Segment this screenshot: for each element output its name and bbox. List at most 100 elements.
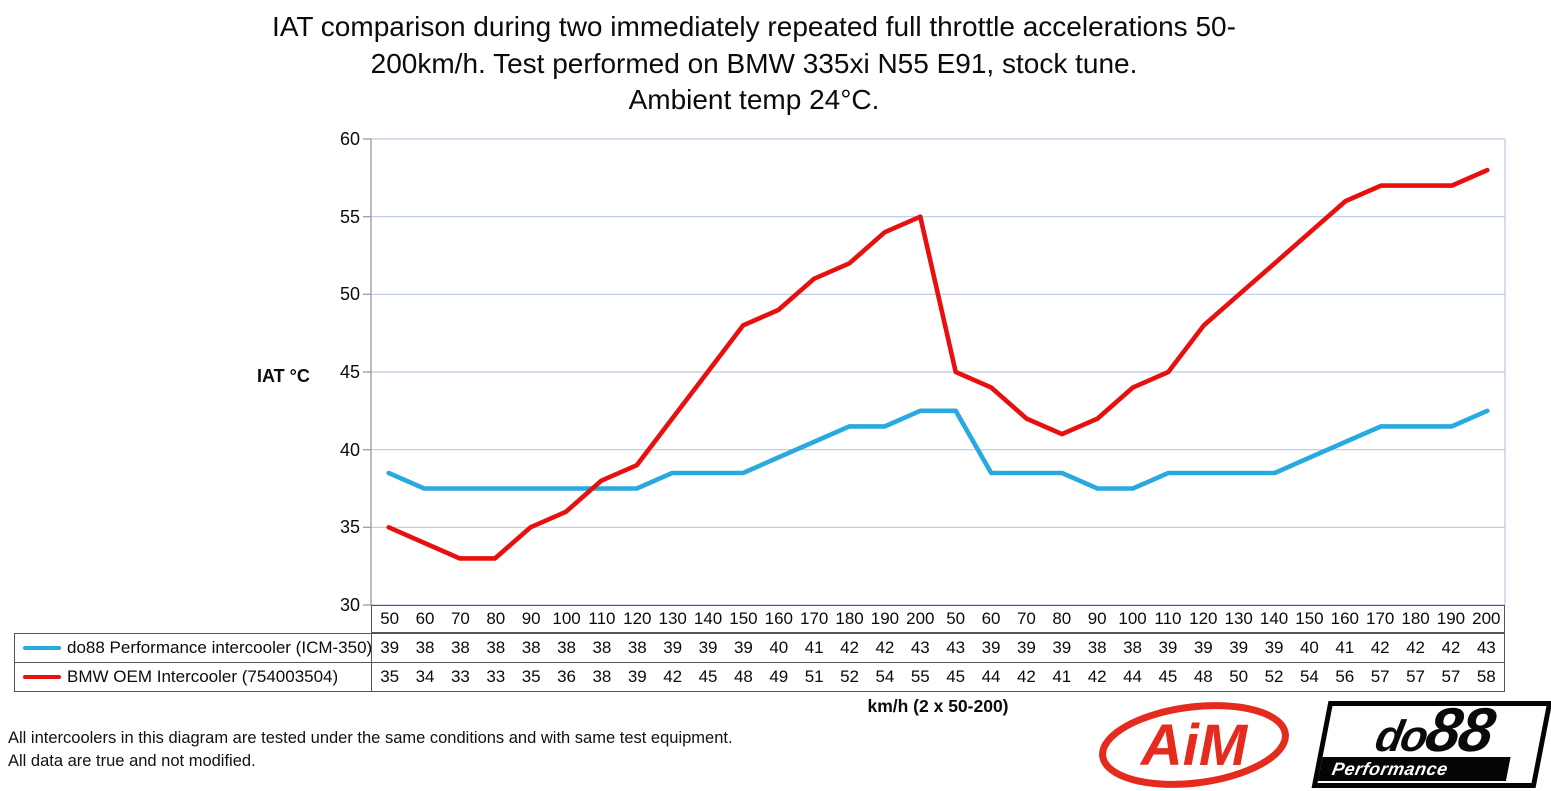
table-value: 39 [698, 638, 718, 657]
do88-logo: do 88 Performance [1311, 696, 1551, 788]
x-tick-label: 200 [906, 609, 935, 628]
x-tick-label: 180 [835, 609, 864, 628]
table-value: 57 [1406, 667, 1426, 686]
table-value: 52 [1264, 667, 1284, 686]
x-tick-label: 120 [1189, 609, 1218, 628]
x-tick-label: 110 [588, 609, 616, 628]
x-axis-title: km/h (2 x 50-200) [867, 696, 1009, 716]
x-axis-tick-row: 50 60 70 80 90 100 110 120 130 140 150 160 170 180 190… [371, 605, 1505, 633]
x-tick-label: 190 [870, 609, 900, 628]
x-tick-label: 60 [981, 609, 1001, 628]
table-value: 43 [1476, 638, 1496, 657]
table-value: 48 [733, 667, 753, 686]
do88-logo-wordmark: do 88 [1323, 696, 1547, 765]
table-value: 39 [733, 638, 753, 657]
table-value: 51 [804, 667, 824, 686]
do88-logo-performance-text: Performance [1330, 758, 1450, 779]
x-tick-label: 170 [800, 609, 829, 628]
plot-area [363, 138, 1506, 606]
table-value: 58 [1476, 667, 1496, 686]
x-tick-label: 70 [450, 609, 470, 628]
x-tick-label: 170 [1366, 609, 1395, 628]
table-value: 38 [557, 638, 577, 657]
legend-item-do88: do88 Performance intercooler (ICM-350) [15, 634, 372, 662]
data-table: 50 60 70 80 90 100 110 120 130 140 150 160 170 180 190… [14, 605, 1505, 692]
bmw-values-row: 35 34 33 33 35 36 38 39 42 45 48 49 51 52 54 55 45 44 42 41… [372, 662, 1504, 691]
table-value: 39 [663, 638, 683, 657]
x-tick-label: 150 [729, 609, 758, 628]
y-axis-title: IAT °C [257, 366, 310, 386]
table-value: 39 [627, 667, 647, 686]
legend-item-bmw-oem: BMW OEM Intercooler (754003504) [15, 662, 371, 691]
bmw-series-swatch-icon [23, 674, 61, 680]
y-tick-label: 35 [339, 517, 360, 538]
x-tick-label: 80 [486, 609, 506, 628]
table-value: 44 [981, 667, 1001, 686]
aim-logo-text: AiM [1139, 713, 1249, 778]
x-tick-label: 90 [1087, 609, 1107, 628]
table-value: 33 [450, 667, 470, 686]
do88-logo-88: 88 [1420, 696, 1499, 765]
table-value: 38 [1123, 638, 1143, 657]
x-tick-label: 180 [1401, 609, 1430, 628]
table-value: 33 [486, 667, 506, 686]
table-value: 42 [1370, 638, 1390, 657]
series-line-0 [386, 408, 1490, 491]
table-value: 38 [521, 638, 541, 657]
table-value: 42 [1441, 638, 1461, 657]
table-values: 39 38 38 38 38 38 38 38 39 39 39 40 41 42 42 43 43 39 39 39… [371, 633, 1505, 692]
table-value: 39 [1193, 638, 1213, 657]
x-tick-label: 130 [658, 609, 687, 628]
legend: do88 Performance intercooler (ICM-350) B… [14, 633, 372, 692]
series-line-1 [386, 167, 1490, 561]
aim-logo-ellipse [1099, 702, 1289, 788]
table-value: 48 [1193, 667, 1213, 686]
title-line-3: Ambient temp 24°C. [628, 84, 880, 115]
table-value: 42 [1087, 667, 1107, 686]
table-value: 35 [380, 667, 400, 686]
x-tick-label: 50 [946, 609, 966, 628]
table-value: 41 [1052, 667, 1072, 686]
table-value: 38 [592, 638, 612, 657]
chart-title: IAT comparison during two immediately re… [0, 9, 1508, 119]
x-tick-label: 110 [1154, 609, 1182, 628]
x-tick-label: 140 [1259, 609, 1289, 628]
table-value: 41 [804, 638, 824, 657]
table-value: 54 [875, 667, 895, 686]
table-value: 55 [910, 667, 930, 686]
x-tick-label: 60 [415, 609, 435, 628]
table-value: 52 [840, 667, 860, 686]
table-value: 45 [946, 667, 966, 686]
table-value: 40 [769, 638, 789, 657]
table-value: 39 [981, 638, 1001, 657]
x-tick-label: 120 [623, 609, 652, 628]
footnote-line-1: All intercoolers in this diagram are tes… [8, 729, 733, 747]
x-tick-label: 70 [1016, 609, 1036, 628]
table-value: 38 [415, 638, 435, 657]
do88-series-swatch-icon [23, 645, 61, 651]
table-value: 41 [1335, 638, 1355, 657]
table-value: 45 [698, 667, 718, 686]
x-tick-label: 200 [1472, 609, 1501, 628]
x-tick-label: 160 [764, 609, 793, 628]
table-value: 45 [1158, 667, 1178, 686]
table-value: 39 [1016, 638, 1036, 657]
table-value: 57 [1441, 667, 1461, 686]
x-tick-label: 50 [380, 609, 400, 628]
table-value: 39 [380, 638, 400, 657]
x-tick-label: 90 [521, 609, 541, 628]
table-value: 35 [521, 667, 541, 686]
table-value: 44 [1123, 667, 1143, 686]
title-line-2: 200km/h. Test performed on BMW 335xi N55… [370, 47, 1138, 79]
y-tick-label: 30 [339, 595, 360, 615]
table-value: 34 [415, 667, 435, 686]
x-tick-label: 190 [1436, 609, 1466, 628]
x-tick-label: 80 [1052, 609, 1072, 628]
table-value: 43 [946, 638, 966, 657]
title-line-1: IAT comparison during two immediately re… [272, 11, 1236, 42]
y-tick-label: 55 [339, 206, 360, 227]
table-value: 50 [1229, 667, 1249, 686]
y-tick-label: 50 [339, 284, 360, 305]
table-value: 39 [1052, 638, 1072, 657]
